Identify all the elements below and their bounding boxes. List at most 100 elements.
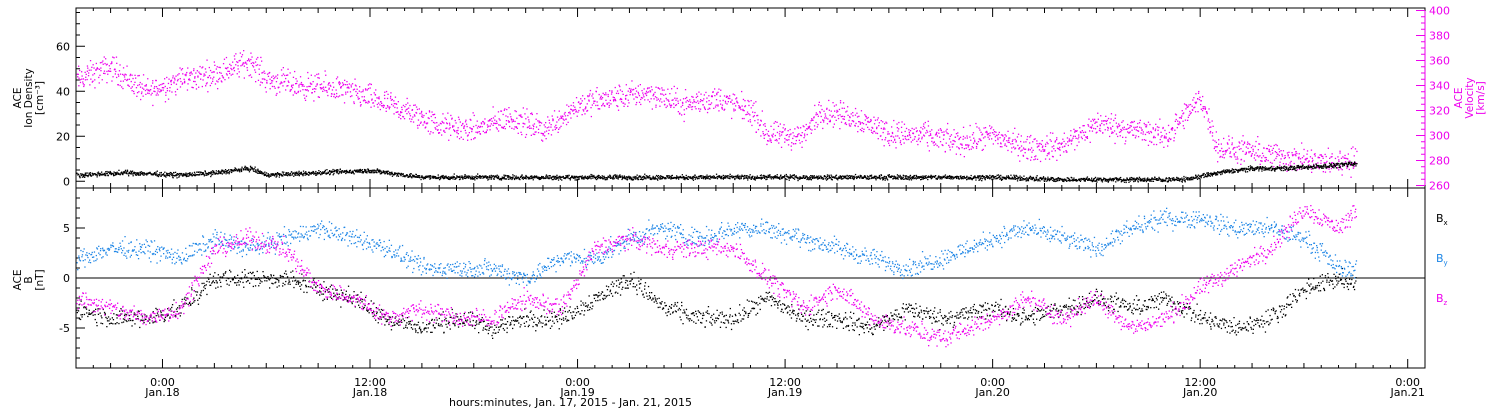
data-point [471, 178, 473, 180]
data-point [1202, 106, 1204, 108]
data-point [517, 132, 519, 134]
data-point [692, 179, 695, 181]
data-point [639, 84, 641, 86]
data-point [148, 172, 150, 174]
data-point [79, 177, 81, 179]
data-point [1180, 116, 1182, 119]
data-point [259, 170, 261, 172]
data-point [338, 82, 340, 84]
data-point [555, 177, 557, 179]
data-point [1345, 165, 1348, 167]
data-point [187, 83, 189, 85]
data-point [661, 175, 663, 178]
data-point [205, 71, 207, 73]
data-point [454, 177, 456, 179]
data-point [401, 108, 403, 111]
data-point [1282, 150, 1285, 152]
data-point [849, 125, 852, 127]
data-point [137, 174, 140, 176]
data-point [421, 175, 423, 177]
data-point [505, 178, 507, 180]
data-point [955, 133, 958, 135]
data-point [267, 174, 269, 177]
data-point [1001, 134, 1004, 136]
data-point [194, 173, 196, 175]
data-point [1280, 150, 1282, 152]
data-point [1218, 143, 1220, 145]
data-point [186, 173, 188, 175]
data-point [846, 110, 848, 112]
data-point [731, 175, 733, 177]
data-point [1215, 131, 1217, 133]
data-point [295, 172, 297, 174]
data-point [363, 168, 366, 171]
data-point [833, 105, 836, 107]
data-point [422, 177, 424, 179]
data-point [1119, 124, 1121, 127]
data-point [1341, 174, 1343, 176]
data-point [103, 173, 105, 175]
data-point [1174, 113, 1177, 115]
data-point [671, 174, 673, 177]
data-point [461, 175, 463, 177]
data-point [211, 170, 214, 172]
data-point [1174, 120, 1176, 122]
data-point [772, 133, 774, 135]
data-point [1264, 160, 1267, 162]
data-point [1068, 138, 1070, 140]
data-point [584, 98, 586, 100]
data-point [278, 173, 280, 175]
data-point [514, 110, 516, 112]
data-point [226, 172, 229, 174]
data-point [449, 124, 451, 126]
data-point [266, 175, 268, 177]
data-point [395, 111, 397, 113]
data-point [905, 127, 908, 130]
data-point [1036, 146, 1039, 148]
data-point [210, 175, 212, 178]
data-point [657, 87, 660, 89]
data-point [259, 64, 261, 66]
data-point [401, 111, 403, 113]
data-point [453, 125, 455, 127]
data-point [607, 95, 609, 98]
data-point [248, 168, 250, 170]
data-point [400, 175, 402, 177]
data-point [582, 109, 584, 111]
data-point [597, 176, 599, 178]
data-point [233, 169, 235, 171]
data-point [78, 77, 80, 79]
data-point [580, 102, 582, 104]
data-point [669, 177, 671, 179]
data-point [675, 177, 677, 179]
data-point [499, 119, 501, 121]
data-point [720, 176, 722, 179]
data-point [522, 178, 524, 180]
data-point [1289, 164, 1292, 166]
data-point [976, 142, 978, 145]
data-point [485, 131, 487, 134]
data-point [741, 174, 743, 176]
data-point [512, 174, 514, 176]
data-point [400, 112, 402, 114]
data-point [1186, 104, 1188, 107]
data-point [209, 172, 211, 175]
data-point [888, 142, 890, 144]
data-point [1033, 138, 1035, 141]
data-point [239, 59, 241, 62]
data-point [477, 173, 479, 175]
data-point [360, 104, 362, 106]
data-point [337, 173, 340, 175]
data-point [1105, 115, 1107, 117]
data-point [659, 178, 661, 180]
data-point [529, 178, 531, 180]
data-point [486, 129, 488, 131]
data-point [670, 178, 672, 180]
data-point [261, 173, 263, 175]
data-point [659, 176, 661, 178]
data-point [176, 80, 179, 82]
data-point [1281, 153, 1283, 156]
data-point [320, 88, 322, 90]
data-point [489, 177, 491, 179]
data-point [1070, 134, 1072, 137]
